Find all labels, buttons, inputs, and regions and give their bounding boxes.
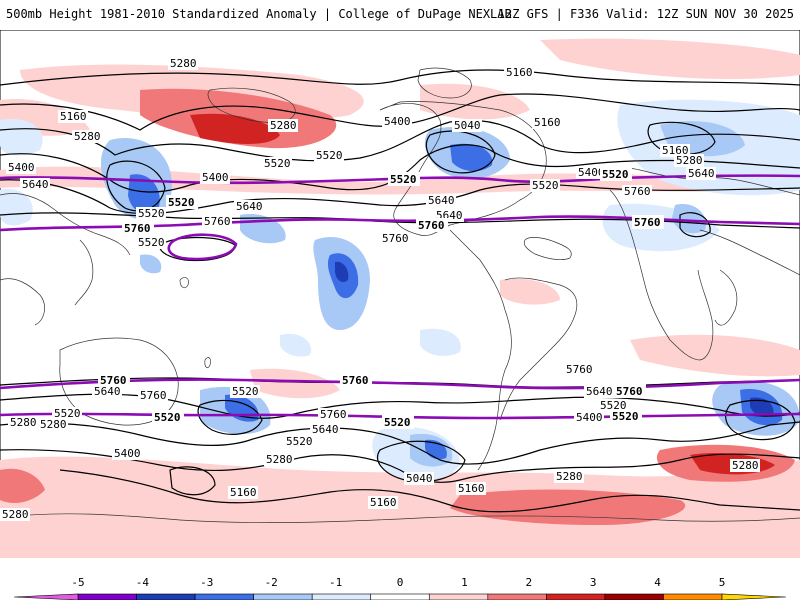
contour-label: 5400 — [114, 447, 141, 460]
colorbar-tick-label: 3 — [590, 576, 597, 589]
contour-label-bold: 5520 — [602, 168, 629, 181]
colorbar-tick-label: -1 — [329, 576, 342, 589]
colorbar-tick-label: 1 — [461, 576, 468, 589]
contour-label: 5280 — [10, 416, 37, 429]
contour-label: 5160 — [506, 66, 533, 79]
colorbar-cell — [311, 593, 372, 600]
colorbar-tick-label: 5 — [719, 576, 726, 589]
contour-label: 5520 — [54, 407, 81, 420]
colorbar-cell — [253, 593, 313, 600]
contour-label: 5520 — [232, 385, 259, 398]
colorbar-tick-label: -4 — [136, 576, 150, 589]
contour-label: 5160 — [60, 110, 87, 123]
contour-label: 5280 — [676, 154, 703, 167]
colorbar-ticks: -5 -4 -3 -2 -1 0 1 2 3 4 5 — [71, 576, 725, 589]
contour-label-bold: 5760 — [634, 216, 661, 229]
header-bar: 500mb Height 1981-2010 Standardized Anom… — [0, 0, 800, 30]
colorbar: -5 -4 -3 -2 -1 0 1 2 3 4 5 — [13, 576, 787, 600]
contour-label: 5160 — [458, 482, 485, 495]
contour-label-bold: 5520 — [612, 410, 639, 423]
contour-label-bold: 5520 — [168, 196, 195, 209]
colorbar-cell — [194, 593, 254, 600]
contour-label: 5640 — [22, 178, 49, 191]
contour-label: 5760 — [204, 215, 231, 228]
contour-label: 5640 — [236, 200, 263, 213]
contour-label: 5760 — [140, 389, 167, 402]
colorbar-cell — [136, 593, 196, 600]
anomaly-map: 5280 5160 5160 5280 5400 5640 5520 5640 … — [0, 30, 800, 558]
colorbar-tick-label: -5 — [71, 576, 84, 589]
contour-label: 5760 — [566, 363, 593, 376]
contour-label: 5520 — [286, 435, 313, 448]
contour-label-bold: 5760 — [342, 374, 369, 387]
negative-anomaly-shading — [0, 99, 800, 481]
colorbar-cell — [370, 593, 430, 600]
contour-label: 5040 — [406, 472, 433, 485]
colorbar-cell — [546, 593, 606, 600]
contour-label: 5400 — [384, 115, 411, 128]
contour-label: 5760 — [624, 185, 651, 198]
colorbar-cell — [77, 593, 137, 600]
contour-label: 5280 — [270, 119, 297, 132]
contour-labels: 5280 5160 5160 5280 5400 5640 5520 5640 … — [0, 57, 760, 521]
contour-label: 5160 — [370, 496, 397, 509]
contour-label-bold: 5760 — [124, 222, 151, 235]
colorbar-cell — [663, 593, 723, 600]
contour-label: 5280 — [2, 508, 29, 521]
contour-label-bold: 5760 — [616, 385, 643, 398]
contour-label: 5760 — [382, 232, 409, 245]
contour-label: 5400 — [8, 161, 35, 174]
contour-label-bold: 5520 — [390, 173, 417, 186]
contour-label: 5280 — [732, 459, 759, 472]
colorbar-max-arrow — [721, 593, 787, 600]
contour-label: 5160 — [534, 116, 561, 129]
contour-label: 5640 — [428, 194, 455, 207]
colorbar-cell — [487, 593, 547, 600]
title-right: 12Z GFS | F336 Valid: 12Z SUN NOV 30 202… — [497, 7, 794, 21]
colorbar-cell — [428, 593, 489, 600]
contour-label-bold: 5760 — [418, 219, 445, 232]
contour-label: 5040 — [454, 119, 481, 132]
contour-label: 5760 — [320, 408, 347, 421]
colorbar-cell — [604, 593, 664, 600]
contour-label: 5160 — [662, 144, 689, 157]
contour-label: 5520 — [138, 207, 165, 220]
colorbar-tick-label: 0 — [397, 576, 404, 589]
contour-label: 5280 — [170, 57, 197, 70]
contour-label: 5520 — [532, 179, 559, 192]
contour-label: 5160 — [230, 486, 257, 499]
colorbar-cells — [13, 593, 787, 600]
title-left: 500mb Height 1981-2010 Standardized Anom… — [6, 7, 512, 21]
contour-label: 5280 — [40, 418, 67, 431]
contour-label: 5520 — [600, 399, 627, 412]
contour-label: 5400 — [202, 171, 229, 184]
contour-label: 5400 — [578, 166, 605, 179]
contour-label: 5640 — [586, 385, 613, 398]
contour-label-bold: 5760 — [100, 374, 127, 387]
contour-label: 5640 — [688, 167, 715, 180]
contour-label: 5520 — [138, 236, 165, 249]
contour-label: 5640 — [312, 423, 339, 436]
contour-label: 5520 — [316, 149, 343, 162]
colorbar-tick-label: -2 — [265, 576, 278, 589]
contour-label: 5280 — [74, 130, 101, 143]
colorbar-tick-label: 2 — [525, 576, 532, 589]
contour-label-bold: 5520 — [384, 416, 411, 429]
contour-label-bold: 5520 — [154, 411, 181, 424]
colorbar-tick-label: -3 — [200, 576, 213, 589]
colorbar-tick-label: 4 — [654, 576, 661, 589]
contour-label: 5400 — [576, 411, 603, 424]
contour-label: 5520 — [264, 157, 291, 170]
colorbar-min-arrow — [13, 593, 79, 600]
contour-label: 5640 — [94, 385, 121, 398]
contour-label: 5280 — [266, 453, 293, 466]
contour-label: 5280 — [556, 470, 583, 483]
